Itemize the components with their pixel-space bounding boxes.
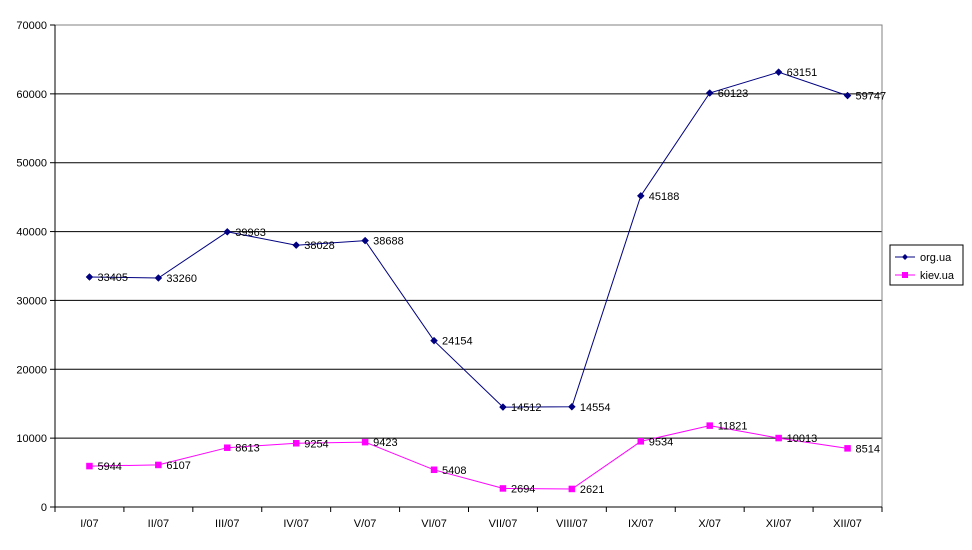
legend-box: [889, 244, 964, 286]
data-label: 39963: [235, 227, 266, 239]
x-tick-label: III/07: [215, 518, 239, 530]
data-point-marker: [85, 273, 94, 281]
data-label: 63151: [787, 67, 818, 79]
x-tick-label: IV/07: [283, 518, 309, 530]
legend-label: org.ua: [920, 252, 952, 264]
x-tick-label: VI/07: [421, 518, 447, 530]
y-tick-label: 50000: [16, 158, 47, 170]
data-label: 11821: [718, 421, 748, 433]
data-point-marker: [292, 241, 301, 250]
data-point-marker: [568, 485, 576, 493]
legend-swatch-marker: [902, 254, 908, 260]
series-line-org-ua: [89, 71, 848, 408]
x-tick-label: VII/07: [489, 518, 518, 530]
x-tick-label: X/07: [698, 518, 721, 530]
x-tick-label: I/07: [80, 518, 98, 530]
data-label: 33260: [166, 273, 197, 285]
data-label: 24154: [442, 336, 473, 348]
x-tick-label: VIII/07: [556, 518, 588, 530]
data-point-marker: [844, 445, 851, 452]
data-point-marker: [705, 89, 714, 97]
data-label: 6107: [166, 460, 190, 472]
data-point-marker: [706, 422, 713, 429]
y-tick-label: 0: [41, 502, 47, 514]
x-tick-label: IX/07: [628, 518, 654, 530]
data-point-marker: [636, 191, 645, 200]
x-tick-label: V/07: [354, 518, 377, 530]
data-point-marker: [155, 461, 162, 469]
data-point-marker: [430, 466, 438, 474]
x-tick-label: II/07: [148, 518, 169, 530]
data-point-marker: [568, 402, 576, 411]
axes: 0 10000 20000 30000 40000 50000 60000 70000 I/07…: [16, 20, 883, 530]
data-point-marker: [843, 91, 852, 100]
legend: org.ua kiev.ua: [889, 244, 964, 286]
data-point-marker: [361, 438, 369, 446]
series-line-kiev-ua: [89, 425, 848, 490]
gridlines: [55, 24, 882, 439]
data-point-marker: [775, 434, 782, 442]
data-label: 8514: [856, 443, 880, 455]
data-label: 5944: [97, 461, 121, 473]
data-point-marker: [292, 440, 300, 447]
data-label: 2621: [580, 484, 604, 496]
data-label: 33405: [97, 272, 128, 284]
legend-swatch-marker: [902, 272, 908, 278]
data-label: 38688: [373, 236, 404, 248]
data-label: 2694: [511, 483, 535, 495]
data-label: 8613: [235, 443, 259, 455]
data-label: 38028: [304, 240, 335, 252]
data-label: 9254: [304, 438, 328, 450]
data-point-marker: [223, 227, 232, 236]
y-tick-label: 60000: [16, 89, 47, 101]
y-tick-label: 40000: [16, 227, 47, 239]
data-point-marker: [154, 274, 163, 282]
y-tick-label: 30000: [16, 295, 47, 307]
data-label: 14512: [511, 402, 542, 414]
data-point-marker: [86, 462, 93, 470]
legend-label: kiev.ua: [920, 270, 955, 282]
data-point-marker: [430, 336, 438, 345]
y-tick-label: 20000: [16, 364, 47, 376]
y-tick-label: 70000: [16, 20, 47, 32]
data-point-marker: [499, 485, 507, 492]
data-label: 10013: [787, 433, 818, 445]
data-point-marker: [637, 438, 645, 445]
data-label: 9423: [373, 437, 397, 449]
data-point-marker: [499, 403, 507, 411]
y-tick-label: 10000: [16, 433, 47, 445]
data-label: 60123: [718, 88, 749, 100]
data-point-marker: [774, 68, 783, 77]
data-label: 59747: [856, 91, 887, 103]
x-tick-label: XII/07: [833, 518, 862, 530]
x-tick-label: XI/07: [766, 518, 792, 530]
data-label: 45188: [649, 191, 680, 203]
data-label: 5408: [442, 465, 466, 477]
data-point-marker: [361, 236, 369, 245]
series-lines: [85, 68, 852, 493]
data-label: 9534: [649, 436, 673, 448]
data-labels: 33405 33260 39963 38028 38688 24154 14512 14554…: [97, 67, 886, 496]
data-point-marker: [224, 444, 231, 451]
data-label: 14554: [580, 402, 611, 414]
